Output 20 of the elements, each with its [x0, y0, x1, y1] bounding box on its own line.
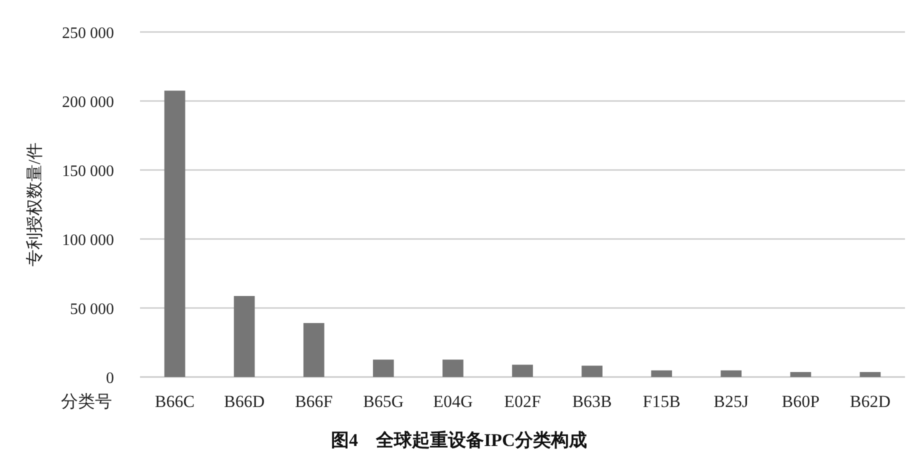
x-tick-label: B66F [294, 392, 333, 411]
y-tick-label: 50 000 [70, 301, 114, 318]
y-tick-label: 150 000 [62, 163, 114, 180]
x-tick-label: B25J [714, 392, 749, 411]
x-axis-title: 分类号 [61, 392, 112, 411]
x-tick-label: B66D [224, 392, 265, 411]
x-tick-label: B65G [363, 392, 404, 411]
x-tick-label: B66C [154, 392, 195, 411]
y-tick-label: 200 000 [62, 94, 114, 111]
y-axis-title: 专利授权数量/件 [25, 142, 44, 266]
y-tick-label: 0 [106, 370, 114, 387]
x-tick-label: F15B [642, 392, 680, 411]
y-tick-label: 250 000 [62, 25, 114, 42]
y-tick-label: 100 000 [62, 232, 114, 249]
text: 图4 全球起重设备IPC分类构成 [331, 430, 587, 450]
x-tick-label: B63B [572, 392, 612, 411]
x-tick-label: B62D [850, 392, 891, 411]
x-tick-label: E04G [433, 392, 473, 411]
x-tick-label: E02F [504, 392, 541, 411]
x-tick-label: B60P [782, 392, 820, 411]
